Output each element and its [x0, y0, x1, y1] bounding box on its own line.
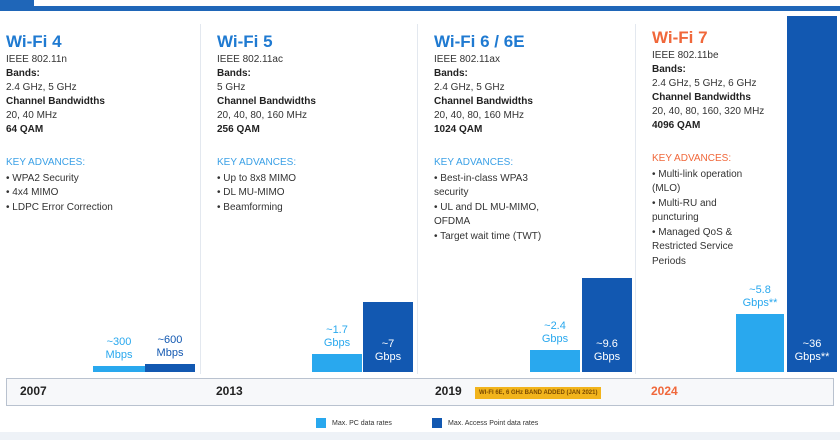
standard: IEEE 802.11be — [652, 50, 719, 61]
advance-item: • WPA2 Security — [6, 172, 79, 184]
data-label-ap-1: ~600 Mbps — [156, 334, 184, 359]
column-wifi-6: Wi-Fi 6 / 6E IEEE 802.11ax Bands: 2.4 GH… — [417, 24, 635, 374]
specs-wifi-4: Wi-Fi 4 IEEE 802.11n Bands: 2.4 GHz, 5 G… — [6, 32, 200, 137]
bar-ap-3 — [582, 278, 632, 372]
bands: 2.4 GHz, 5 GHz, 6 GHz — [652, 78, 757, 89]
legend-label-pc: Max. PC data rates — [332, 419, 392, 427]
bandwidths: 20, 40 MHz — [6, 110, 58, 121]
legend-ap: Max. Access Point data rates — [432, 418, 538, 429]
specs-wifi-5: Wi-Fi 5 IEEE 802.11ac Bands: 5 GHz Chann… — [217, 32, 417, 137]
advance-item: • 4x4 MIMO — [6, 187, 59, 198]
bar-pc-3 — [530, 350, 580, 372]
bar-pc-2 — [312, 354, 362, 372]
qam: 64 QAM — [6, 124, 44, 135]
column-wifi-4: Wi-Fi 4 IEEE 802.11n Bands: 2.4 GHz, 5 G… — [0, 24, 200, 374]
advance-item: • Beamforming — [217, 201, 283, 213]
legend-pc: Max. PC data rates — [316, 418, 392, 429]
advances-heading: KEY ADVANCES: — [217, 157, 297, 168]
qam: 4096 QAM — [652, 120, 701, 131]
bands-label: Bands: — [652, 64, 686, 75]
advances-heading: KEY ADVANCES: — [652, 153, 732, 164]
bottom-strip — [0, 432, 840, 440]
year-label: 2007 — [20, 384, 47, 398]
data-label-ap-4: ~36 Gbps** — [794, 338, 830, 363]
bandwidth-label: Channel Bandwidths — [652, 92, 751, 103]
standard: IEEE 802.11ax — [434, 54, 500, 65]
advance-item: Restricted Service — [652, 241, 734, 252]
advance-item: • UL and DL MU-MIMO, — [434, 201, 539, 213]
data-label-ap-2: ~7 Gbps — [374, 338, 402, 363]
column-wifi-5: Wi-Fi 5 IEEE 802.11ac Bands: 5 GHz Chann… — [200, 24, 417, 374]
data-label-pc-4: ~5.8 Gbps** — [742, 284, 778, 309]
legend-label-ap: Max. Access Point data rates — [448, 419, 539, 427]
legend-swatch-ap — [432, 418, 442, 428]
generation-title: Wi-Fi 5 — [217, 32, 273, 51]
advance-item: • Managed QoS & — [652, 226, 733, 238]
bandwidths: 20, 40, 80, 160 MHz — [434, 110, 525, 121]
bands: 5 GHz — [217, 82, 246, 93]
top-rule — [0, 0, 840, 14]
specs-wifi-6: Wi-Fi 6 / 6E IEEE 802.11ax Bands: 2.4 GH… — [434, 32, 635, 137]
bands-label: Bands: — [6, 68, 40, 79]
advance-item: puncturing — [652, 212, 699, 223]
bar-ap-2 — [363, 302, 413, 372]
advances-wifi-6: KEY ADVANCES: • Best-in-class WPA3 secur… — [434, 156, 629, 244]
qam: 1024 QAM — [434, 124, 483, 135]
advances-heading: KEY ADVANCES: — [6, 157, 86, 168]
data-label-pc-3: ~2.4 Gbps — [541, 320, 569, 345]
year-label: 2019 — [435, 384, 462, 398]
timeline-axis — [6, 378, 834, 406]
advance-item: Periods — [652, 255, 686, 267]
advance-item: • LDPC Error Correction — [6, 201, 113, 213]
advances-heading: KEY ADVANCES: — [434, 157, 514, 168]
advance-item: • Multi-RU and — [652, 197, 717, 209]
bar-ap-4 — [787, 16, 837, 372]
advance-item: • Best-in-class WPA3 — [434, 172, 528, 184]
year-label: 2024 — [651, 384, 678, 398]
advances-wifi-4: KEY ADVANCES: • WPA2 Security • 4x4 MIMO… — [6, 156, 194, 215]
bar-pc-4 — [736, 314, 784, 372]
standard: IEEE 802.11n — [6, 54, 67, 65]
generation-title: Wi-Fi 6 / 6E — [434, 32, 525, 51]
generation-title: Wi-Fi 7 — [652, 28, 708, 47]
data-label-pc-2: ~1.7 Gbps — [323, 324, 351, 349]
data-label-pc-1: ~300 Mbps — [105, 336, 133, 361]
advance-item: • Target wait time (TWT) — [434, 230, 542, 242]
bar-ap-1 — [145, 364, 195, 372]
legend-swatch-pc — [316, 418, 326, 428]
advances-wifi-5: KEY ADVANCES: • Up to 8x8 MIMO • DL MU-M… — [217, 156, 411, 215]
bandwidths: 20, 40, 80, 160, 320 MHz — [652, 106, 765, 117]
bands: 2.4 GHz, 5 GHz — [434, 82, 505, 93]
bandwidth-label: Channel Bandwidths — [6, 96, 105, 107]
advance-item: security — [434, 187, 469, 198]
generation-title: Wi-Fi 4 — [6, 32, 62, 51]
standard: IEEE 802.11ac — [217, 54, 283, 65]
bandwidths: 20, 40, 80, 160 MHz — [217, 110, 308, 121]
bands-label: Bands: — [434, 68, 468, 79]
qam: 256 QAM — [217, 124, 260, 135]
bar-pc-1 — [93, 366, 145, 372]
top-rule-line — [34, 6, 840, 11]
advance-item: (MLO) — [652, 183, 681, 194]
advance-item: • Up to 8x8 MIMO — [217, 172, 297, 184]
top-rule-tab — [0, 0, 34, 11]
data-label-ap-3: ~9.6 Gbps — [593, 338, 621, 363]
advance-item: • DL MU-MIMO — [217, 187, 285, 198]
advance-item: OFDMA — [434, 216, 471, 227]
advance-item: • Multi-link operation — [652, 168, 743, 180]
wifi-6e-tag: WI-FI 6E, 6 GHz BAND ADDED (JAN 2021) — [475, 387, 602, 399]
bands: 2.4 GHz, 5 GHz — [6, 82, 77, 93]
bands-label: Bands: — [217, 68, 251, 79]
bandwidth-label: Channel Bandwidths — [217, 96, 316, 107]
specs-wifi-7: Wi-Fi 7 IEEE 802.11be Bands: 2.4 GHz, 5 … — [652, 28, 840, 133]
advances-wifi-7: KEY ADVANCES: • Multi-link operation (ML… — [652, 152, 834, 269]
bandwidth-label: Channel Bandwidths — [434, 96, 533, 107]
year-label: 2013 — [216, 384, 243, 398]
